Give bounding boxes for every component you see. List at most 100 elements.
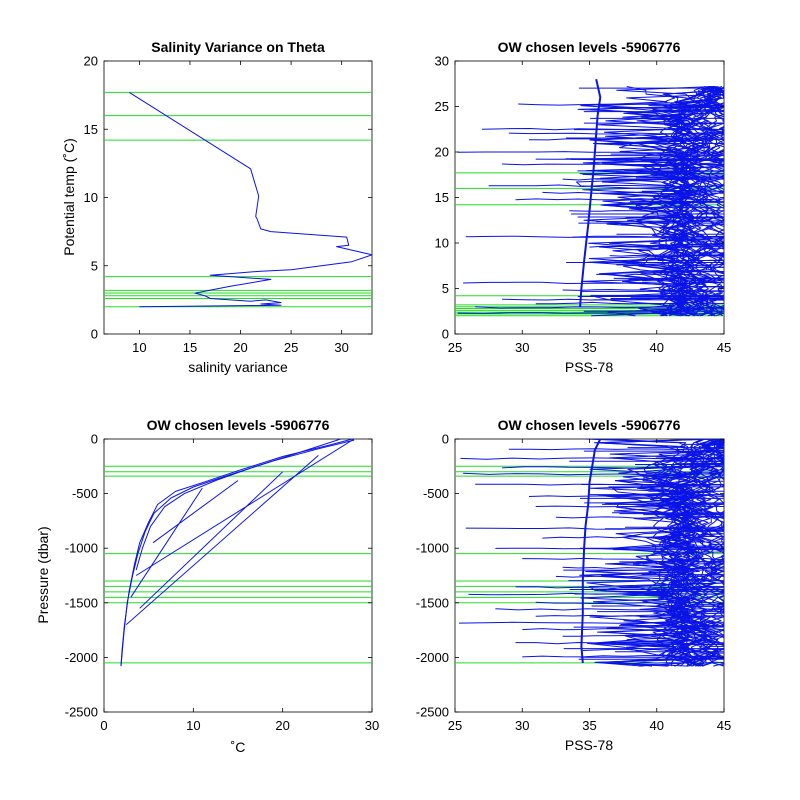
salinity-spike <box>528 494 724 498</box>
x-tick-label: 15 <box>183 340 197 355</box>
y-tick-label: -1000 <box>65 541 98 556</box>
x-tick-label: 45 <box>717 718 731 733</box>
salinity-spike <box>463 281 724 285</box>
y-tick-label: 30 <box>435 54 449 69</box>
y-tick-label: -1500 <box>65 595 98 610</box>
panel-temperature-pressure: OW chosen levels -5906776 ˚C Pressure (d… <box>35 417 379 755</box>
y-tick-label: 0 <box>91 432 98 447</box>
axis-ticks: 25 30 35 40 45 0 5 10 15 20 25 30 <box>435 54 732 356</box>
x-tick-label: 30 <box>515 718 529 733</box>
core-salinity-profile <box>579 78 602 307</box>
x-axis-label: PSS-78 <box>565 737 613 753</box>
y-tick-label: -2500 <box>65 705 98 720</box>
y-tick-label: 20 <box>435 145 449 160</box>
salinity-spike <box>555 516 724 519</box>
chosen-levels <box>104 465 372 664</box>
y-tick-label: -1000 <box>416 541 449 556</box>
y-tick-label: 25 <box>435 99 449 114</box>
series-line <box>152 480 239 544</box>
profile-series <box>458 439 724 667</box>
y-axis-label: Potential temp (˚C) <box>61 138 77 255</box>
x-tick-label: 40 <box>650 340 664 355</box>
y-tick-label: -2000 <box>65 650 98 665</box>
salinity-spike <box>616 263 724 267</box>
salinity-spike <box>515 642 724 645</box>
series-line <box>139 471 284 609</box>
x-tick-label: 30 <box>365 718 379 733</box>
y-tick-label: 0 <box>442 327 449 342</box>
y-tick-label: -500 <box>72 486 98 501</box>
x-tick-label: 35 <box>582 340 596 355</box>
salinity-spike <box>475 306 724 309</box>
axis-ticks: 25 30 35 40 45 0 -500 -1000 -1500 -2000 -2500 <box>416 432 731 734</box>
salinity-spike <box>502 466 724 469</box>
profile-series <box>457 78 724 317</box>
panel-salinity-variance: Salinity Variance on Theta salinity vari… <box>61 39 373 375</box>
x-axis-label: ˚C <box>231 739 246 755</box>
x-tick-label: 35 <box>582 718 596 733</box>
plot-frame <box>103 60 373 335</box>
salinity-spike <box>495 608 724 611</box>
x-tick-label: 40 <box>650 718 664 733</box>
chart-title: OW chosen levels -5906776 <box>498 39 681 55</box>
x-axis-label: salinity variance <box>188 359 288 375</box>
y-tick-label: -2500 <box>416 705 449 720</box>
x-tick-label: 20 <box>233 340 247 355</box>
x-tick-label: 30 <box>515 340 529 355</box>
variance-series <box>129 91 372 308</box>
salinity-spike <box>457 151 724 154</box>
salinity-spike <box>596 219 724 223</box>
salinity-spike <box>522 557 724 561</box>
salinity-spike <box>495 546 724 550</box>
core-salinity-profile <box>580 439 602 663</box>
x-tick-label: 25 <box>448 340 462 355</box>
salinity-spike <box>562 634 724 637</box>
y-tick-label: 15 <box>435 190 449 205</box>
salinity-spike <box>488 184 724 187</box>
float-profile-trace <box>675 92 724 316</box>
plot-frame <box>103 438 373 713</box>
x-tick-label: 0 <box>100 718 107 733</box>
salinity-spike <box>609 661 724 665</box>
chart-title: OW chosen levels -5906776 <box>498 417 681 433</box>
salinity-spike <box>508 448 724 451</box>
salinity-spike <box>535 505 724 508</box>
chart-title: OW chosen levels -5906776 <box>147 417 330 433</box>
y-axis-label: Pressure (dbar) <box>35 526 51 623</box>
panel-salinity-pressure: OW chosen levels -5906776 PSS-78 25 30 35 4… <box>416 417 731 753</box>
y-tick-label: 10 <box>435 236 449 251</box>
salinity-spike <box>457 312 724 315</box>
salinity-spike <box>522 627 724 631</box>
profile-series <box>120 439 355 667</box>
x-tick-label: 25 <box>448 718 462 733</box>
salinity-spike <box>458 621 724 624</box>
y-tick-label: 15 <box>84 122 98 137</box>
y-tick-label: 20 <box>84 54 98 69</box>
x-tick-label: 10 <box>186 718 200 733</box>
series-line <box>129 91 372 308</box>
salinity-spike <box>508 132 724 135</box>
series-line <box>125 455 319 625</box>
axis-ticks: 10 15 20 25 30 0 5 10 15 20 <box>84 54 372 355</box>
y-tick-label: 0 <box>442 432 449 447</box>
y-tick-label: -2000 <box>416 650 449 665</box>
salinity-spike <box>535 301 724 305</box>
salinity-spike <box>569 210 724 213</box>
series-line <box>130 487 203 598</box>
y-tick-label: 5 <box>91 258 98 273</box>
y-tick-label: 10 <box>84 190 98 205</box>
salinity-spike <box>522 655 724 658</box>
series-line <box>135 439 341 571</box>
y-tick-label: -1500 <box>416 595 449 610</box>
y-tick-label: -500 <box>423 486 449 501</box>
panel-salinity-theta: OW chosen levels -5906776 PSS-78 25 30 35 4… <box>435 39 732 375</box>
salinity-spike <box>542 536 724 539</box>
salinity-spike <box>515 586 724 589</box>
x-tick-label: 45 <box>717 340 731 355</box>
y-tick-label: 0 <box>91 327 98 342</box>
x-tick-label: 10 <box>132 340 146 355</box>
salinity-spike <box>518 103 724 106</box>
axis-ticks: 0 10 20 30 0 -500 -1000 -1500 -2000 -2500 <box>65 432 379 734</box>
salinity-spike <box>535 614 724 618</box>
